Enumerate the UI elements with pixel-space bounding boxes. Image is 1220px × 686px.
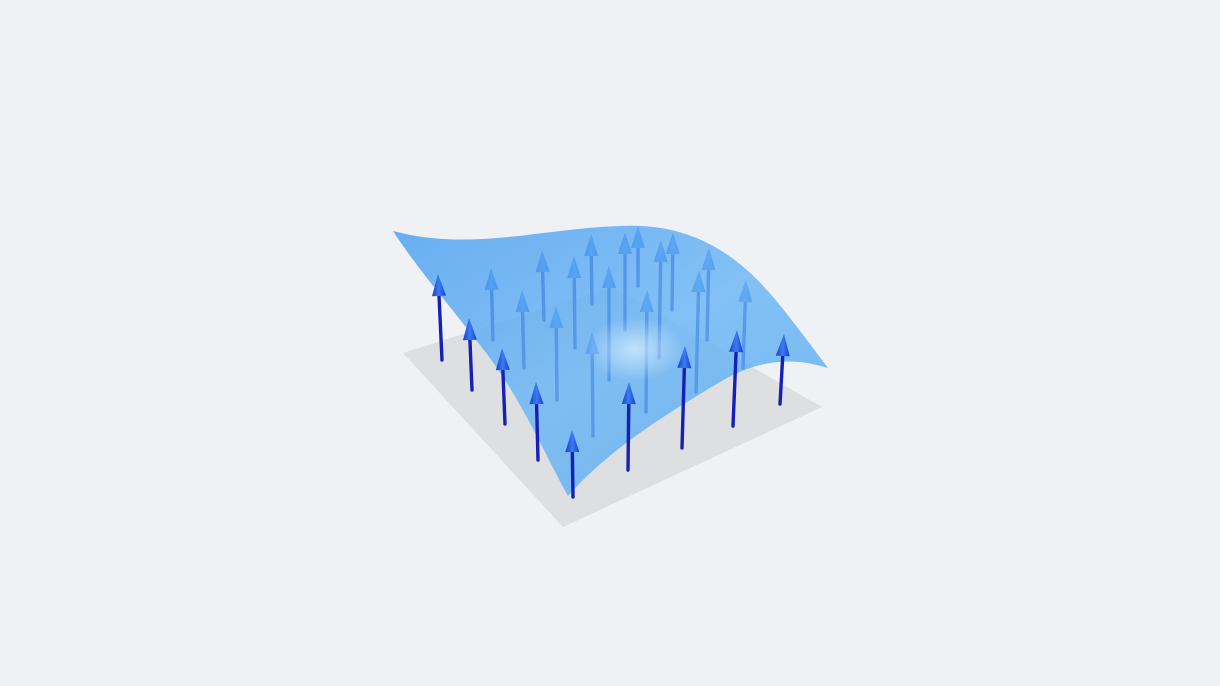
field-arrow xyxy=(495,348,510,426)
arrows-in-front xyxy=(432,274,790,499)
field-arrow xyxy=(432,274,447,362)
arrow-shaft xyxy=(570,450,575,499)
arrow-shaft xyxy=(534,402,540,462)
arrow-head xyxy=(775,334,790,357)
arrow-head xyxy=(495,348,510,371)
arrow-head xyxy=(621,382,636,405)
arrow-head xyxy=(565,430,580,453)
field-arrow xyxy=(462,318,477,392)
field-arrow xyxy=(775,334,790,406)
arrow-head xyxy=(677,346,692,369)
arrow-head xyxy=(729,330,744,353)
arrow-head xyxy=(462,318,477,341)
field-arrow xyxy=(565,430,580,499)
surface-highlight xyxy=(558,300,698,390)
arrow-shaft xyxy=(731,350,738,428)
arrow-shaft xyxy=(501,368,507,426)
field-arrow xyxy=(729,330,744,428)
arrow-shaft xyxy=(680,366,687,450)
field-arrow xyxy=(529,382,544,462)
field-arrow xyxy=(621,382,636,472)
arrow-shaft xyxy=(626,402,631,472)
arrow-shaft xyxy=(468,338,474,392)
arrow-shaft xyxy=(437,294,444,362)
arrow-head xyxy=(432,274,447,297)
arrow-head xyxy=(529,382,544,405)
arrow-shaft xyxy=(778,354,785,406)
field-arrow xyxy=(677,346,692,450)
